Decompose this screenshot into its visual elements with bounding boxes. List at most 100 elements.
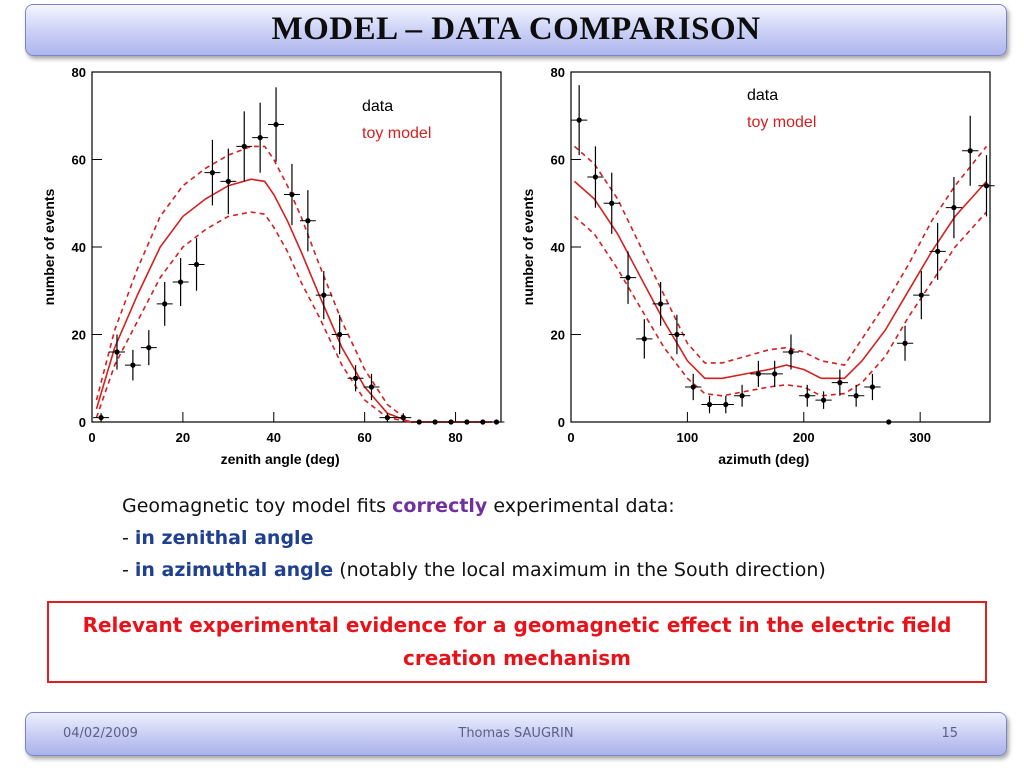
data-point: [225, 178, 231, 184]
data-point: [820, 397, 827, 403]
emphasis-zenithal: in zenithal angle: [134, 527, 314, 549]
data-point: [114, 349, 120, 355]
data-point: [273, 121, 279, 128]
data-point: [592, 174, 599, 180]
legend-data-label: data: [362, 98, 394, 115]
data-point: [368, 384, 375, 390]
data-point: [98, 415, 104, 421]
model-line: [95, 178, 492, 423]
data-point: [755, 371, 761, 377]
body-line-2: - in zenithal angle: [122, 522, 826, 554]
data-point: [951, 205, 957, 211]
data-point: [739, 393, 745, 399]
emphasis-azimuthal: in azimuthal angle: [134, 559, 334, 581]
y-tick-label: 80: [72, 65, 86, 80]
model-lower-band-line: [95, 211, 492, 423]
y-tick-label: 20: [551, 328, 565, 343]
data-point: [321, 292, 327, 298]
data-point: [576, 117, 582, 123]
data-point: [918, 292, 924, 298]
zenith-chart: 0 20 40 60 80 0 20 40 60 80 zenith angle (deg) numb…: [20, 60, 510, 475]
data-point: [146, 345, 152, 351]
body-text-span: (notably the local maximum in the South …: [333, 559, 826, 581]
model-upper-band-line: [95, 145, 492, 423]
data-point: [886, 419, 892, 425]
y-tick-label: 20: [72, 328, 86, 343]
data-point: [432, 419, 438, 425]
legend-model-label: toy model: [362, 125, 432, 142]
data-point: [400, 415, 406, 421]
conclusion-text: Relevant experimental evidence for a geo…: [82, 613, 952, 670]
data-point: [464, 419, 470, 425]
data-point: [130, 362, 136, 368]
data-point: [641, 336, 647, 342]
y-axis-label: number of events: [41, 188, 57, 305]
data-point: [257, 135, 263, 141]
title-bar: MODEL – DATA COMPARISON: [25, 4, 1007, 56]
data-point: [480, 419, 486, 425]
bullet-dash: -: [122, 527, 135, 549]
data-point: [723, 401, 729, 408]
data-point: [384, 415, 390, 421]
footer-page-number: 15: [941, 726, 958, 741]
data-point: [658, 301, 664, 307]
legend-data-label: data: [747, 87, 779, 104]
azimuth-chart: 0 20 40 60 80 0 100 200 300 azimuth (deg) number o…: [505, 60, 1000, 475]
data-point: [193, 261, 200, 268]
x-axis-label: azimuth (deg): [718, 451, 809, 467]
footer-date: 04/02/2009: [63, 726, 138, 741]
data-point: [967, 148, 973, 154]
x-tick-label: 300: [909, 430, 931, 445]
data-point: [493, 419, 500, 425]
y-axis-label: number of events: [520, 188, 536, 305]
data-point: [902, 340, 908, 346]
data-point: [853, 393, 859, 399]
model-lower-band-line: [573, 211, 988, 397]
model-line: [573, 180, 988, 380]
data-point: [983, 183, 990, 189]
data-point: [209, 170, 216, 176]
model-upper-band-line: [573, 145, 988, 366]
slide-title: MODEL – DATA COMPARISON: [271, 11, 761, 47]
x-tick-label: 20: [176, 430, 190, 445]
zenith-legend: data toy model: [362, 98, 431, 143]
azimuth-legend: data toy model: [747, 87, 816, 132]
x-tick-label: 40: [267, 430, 281, 445]
data-point: [935, 248, 941, 254]
x-tick-label: 0: [88, 430, 95, 445]
body-line-3: - in azimuthal angle (notably the local …: [122, 554, 826, 586]
data-point: [162, 301, 168, 307]
data-point: [837, 380, 843, 386]
legend-model-label: toy model: [747, 114, 817, 131]
data-point: [448, 419, 454, 425]
data-point: [416, 419, 422, 425]
y-tick-label: 0: [79, 415, 86, 430]
x-tick-label: 200: [793, 430, 815, 445]
y-tick-label: 40: [72, 240, 86, 255]
body-text: Geomagnetic toy model fits correctly exp…: [122, 490, 826, 586]
zenith-chart-svg: 0 20 40 60 80 0 20 40 60 80 zenith angle (deg) numb…: [41, 65, 505, 467]
data-point: [788, 349, 794, 355]
bullet-dash: -: [122, 559, 135, 581]
x-axis-label: zenith angle (deg): [221, 451, 340, 467]
emphasis-correctly: correctly: [392, 495, 488, 517]
footer-bar: 04/02/2009 Thomas SAUGRIN 15: [25, 712, 1007, 756]
data-point: [804, 393, 810, 399]
azimuth-chart-svg: 0 20 40 60 80 0 100 200 300 azimuth (deg) number o…: [520, 65, 995, 467]
data-point: [241, 143, 247, 149]
footer-author: Thomas SAUGRIN: [458, 726, 574, 741]
data-point: [772, 371, 778, 377]
x-tick-label: 80: [448, 430, 462, 445]
data-point: [625, 275, 631, 281]
body-line-1: Geomagnetic toy model fits correctly exp…: [122, 490, 826, 522]
data-point: [352, 375, 359, 381]
y-tick-label: 40: [551, 240, 565, 255]
data-point: [690, 384, 696, 390]
data-point: [674, 331, 680, 338]
x-tick-label: 60: [357, 430, 371, 445]
data-point: [609, 200, 615, 206]
body-text-span: experimental data:: [487, 495, 675, 517]
y-tick-label: 60: [72, 153, 86, 168]
conclusion-box: Relevant experimental evidence for a geo…: [47, 601, 987, 683]
body-text-span: Geomagnetic toy model fits: [122, 495, 393, 517]
